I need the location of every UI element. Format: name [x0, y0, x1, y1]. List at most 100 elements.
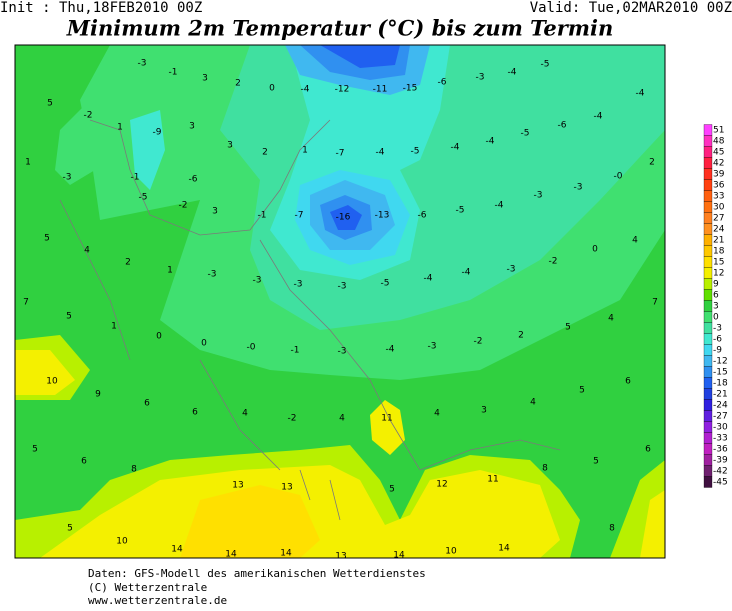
valid-time: Valid: Tue,02MAR2010 00Z [530, 0, 732, 16]
colorbar-label: -33 [713, 434, 728, 444]
colorbar-label: -45 [713, 478, 728, 488]
temperature-label: 2 [125, 258, 131, 268]
colorbar-swatch [703, 157, 713, 169]
temperature-label: -1 [291, 346, 300, 356]
colorbar-swatch [703, 300, 713, 312]
temperature-label: -6 [438, 78, 447, 88]
temperature-label: -2 [84, 111, 93, 121]
temperature-label: 2 [518, 331, 524, 341]
temperature-label: 5 [66, 312, 72, 322]
temperature-label: -5 [139, 193, 148, 203]
temperature-label: -2 [288, 414, 297, 424]
temperature-label: 14 [171, 545, 183, 555]
colorbar-swatch [703, 322, 713, 334]
temperature-label: 1 [302, 146, 308, 156]
temperature-label: 4 [434, 409, 440, 419]
colorbar-swatch [703, 355, 713, 367]
colorbar-label: -3 [713, 324, 722, 334]
colorbar-swatch [703, 399, 713, 411]
colorbar-label: 6 [713, 291, 719, 301]
temperature-label: 4 [608, 314, 614, 324]
temperature-label: 3 [212, 207, 218, 217]
colorbar-label: 15 [713, 258, 724, 268]
colorbar-swatch [703, 432, 713, 444]
temperature-label: 1 [117, 123, 123, 133]
temperature-label: 4 [530, 398, 536, 408]
temperature-label: -1 [169, 68, 178, 78]
temperature-label: 9 [95, 390, 101, 400]
temperature-label: 10 [46, 377, 58, 387]
colorbar-label: -27 [713, 412, 728, 422]
temperature-label: 11 [487, 475, 498, 485]
colorbar-label: 0 [713, 313, 719, 323]
colorbar-label: -9 [713, 346, 722, 356]
colorbar-swatch [703, 190, 713, 202]
colorbar-label: -24 [713, 401, 728, 411]
colorbar-swatch [703, 256, 713, 268]
temperature-label: 0 [269, 84, 275, 94]
colorbar-label: 9 [713, 280, 719, 290]
temperature-label: -4 [462, 268, 471, 278]
temperature-label: 2 [649, 158, 655, 168]
temperature-label: 13 [232, 481, 243, 491]
colorbar-swatch [703, 223, 713, 235]
temperature-label: -4 [424, 274, 433, 284]
colorbar-label: 45 [713, 148, 724, 158]
colorbar-swatch [703, 179, 713, 191]
colorbar-swatch [703, 201, 713, 213]
temperature-label: -9 [153, 128, 162, 138]
colorbar-swatch [703, 212, 713, 224]
map-frame [14, 44, 666, 559]
temperature-label: -4 [508, 68, 517, 78]
temperature-label: 5 [579, 386, 585, 396]
temperature-label: 4 [84, 246, 90, 256]
colorbar-swatch [703, 267, 713, 279]
temperature-label: 0 [201, 339, 207, 349]
temperature-label: -3 [428, 342, 437, 352]
colorbar-label: 36 [713, 181, 725, 191]
temperature-label: -3 [208, 270, 217, 280]
temperature-label: -3 [338, 282, 347, 292]
colorbar-swatch [703, 476, 713, 488]
temperature-label: -16 [336, 213, 351, 223]
temperature-label: -7 [336, 149, 345, 159]
temperature-label: 14 [280, 549, 292, 559]
colorbar-swatch [703, 311, 713, 323]
temperature-label: 14 [393, 551, 405, 561]
temperature-label: -1 [131, 173, 140, 183]
colorbar-swatch [703, 289, 713, 301]
colorbar-label: 39 [713, 170, 725, 180]
colorbar-label: -30 [713, 423, 728, 433]
temperature-label: -2 [179, 201, 188, 211]
temperature-label: -0 [614, 172, 623, 182]
colorbar-label: -39 [713, 456, 728, 466]
colorbar-swatch [703, 377, 713, 389]
temperature-label: 4 [339, 414, 345, 424]
temperature-label: -6 [418, 211, 427, 221]
temperature-label: -3 [574, 183, 583, 193]
temperature-label: 2 [235, 79, 241, 89]
temperature-label: -5 [411, 147, 420, 157]
temperature-label: -4 [594, 112, 603, 122]
init-time: Init : Thu,18FEB2010 00Z [0, 0, 202, 16]
temperature-label: 14 [225, 550, 237, 560]
temperature-label: 6 [625, 377, 631, 387]
temperature-label: 3 [227, 141, 233, 151]
temperature-label: -2 [549, 257, 558, 267]
temperature-label: -12 [335, 85, 350, 95]
temperature-label: -2 [474, 337, 483, 347]
colorbar-label: -15 [713, 368, 728, 378]
temperature-label: 3 [189, 122, 195, 132]
temperature-label: -4 [495, 201, 504, 211]
colorbar-swatch [703, 454, 713, 466]
temperature-label: -5 [381, 279, 390, 289]
temperature-label: -3 [476, 73, 485, 83]
temperature-label: -7 [295, 211, 304, 221]
temperature-label: 1 [111, 322, 117, 332]
colorbar-swatch [703, 168, 713, 180]
temperature-label: 4 [242, 409, 248, 419]
temperature-label: 1 [25, 158, 31, 168]
temperature-label: 8 [609, 524, 615, 534]
temperature-label: -3 [294, 280, 303, 290]
